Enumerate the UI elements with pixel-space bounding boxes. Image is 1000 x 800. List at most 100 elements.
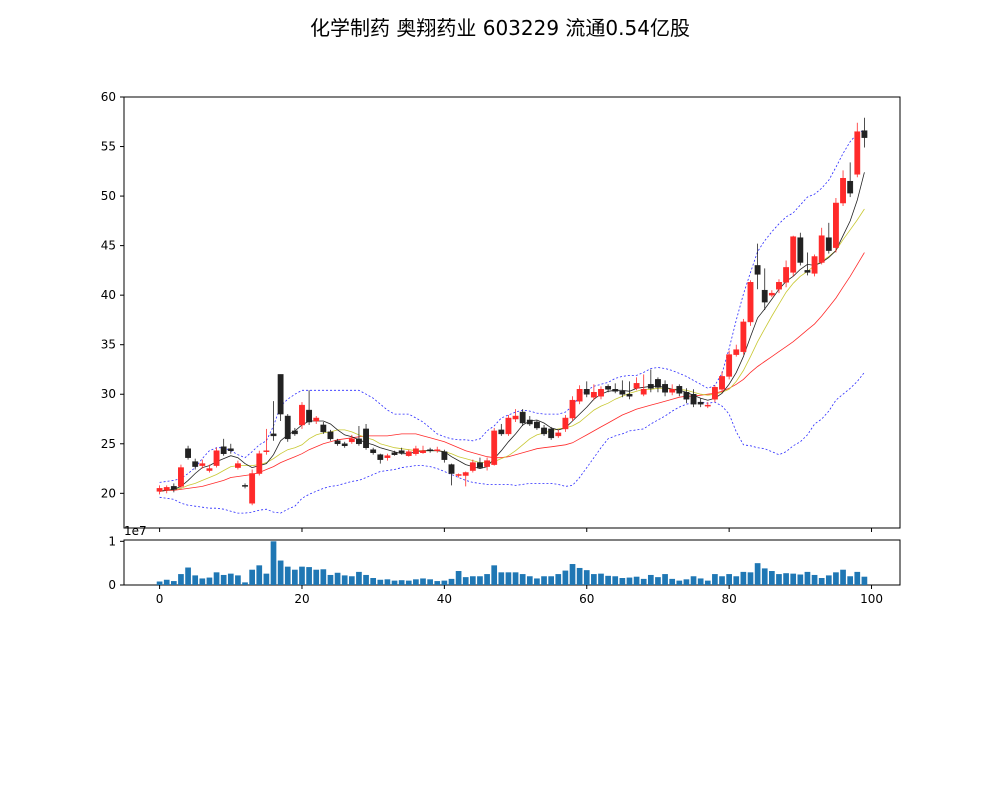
candle-body (306, 409, 313, 423)
volume-bar (313, 569, 320, 585)
volume-bar (434, 581, 441, 585)
volume-bar (469, 576, 476, 585)
volume-bar (555, 574, 562, 585)
candle-body (299, 404, 305, 426)
volume-bar (455, 571, 462, 585)
price-plot-frame (123, 96, 901, 529)
volume-bar (769, 571, 775, 585)
candle-body (441, 451, 448, 460)
candle-body (583, 389, 590, 395)
volume-bar (462, 577, 469, 585)
candle-body (356, 438, 362, 445)
candle-body (740, 321, 747, 352)
volume-bar (220, 574, 227, 585)
volume-x-tick-label: 100 (860, 592, 883, 606)
price-y-tick-label: 30 (101, 387, 116, 401)
volume-bar (655, 577, 661, 585)
volume-bar (683, 579, 690, 585)
volume-bar (484, 574, 490, 585)
volume-bar (477, 576, 483, 585)
volume-bar (213, 572, 220, 585)
candle-body (391, 452, 398, 455)
candle-body (477, 462, 483, 468)
volume-bar (647, 574, 654, 585)
candle-body (455, 474, 462, 476)
volume-bar (320, 569, 327, 585)
candle-body (348, 438, 355, 443)
volume-bar (783, 573, 789, 585)
volume-bar (754, 563, 761, 585)
candle-body (178, 467, 184, 487)
candle-body (833, 202, 839, 248)
candle-body (227, 448, 234, 451)
volume-bar (306, 567, 312, 585)
volume-bar (598, 573, 604, 585)
volume-bar (448, 578, 455, 585)
volume-bar (377, 579, 384, 585)
volume-bar (178, 574, 184, 585)
candle-body (263, 450, 270, 452)
candle-body (647, 384, 654, 389)
volume-bar (334, 572, 341, 585)
candle-body (541, 427, 547, 435)
volume-x-tick-label: 60 (579, 592, 594, 606)
volume-bar (348, 576, 355, 585)
volume-bar (626, 577, 633, 585)
price-y-tick-label: 50 (101, 189, 116, 203)
candle-body (512, 415, 519, 420)
candle-body (847, 180, 854, 194)
volume-bar (719, 576, 725, 585)
candle-body (519, 411, 526, 424)
candle-body (683, 392, 690, 400)
volume-bar (583, 570, 590, 585)
price-y-tick-label: 20 (101, 486, 116, 500)
candle-body (569, 399, 576, 419)
candle-body (192, 461, 199, 467)
candle-body (163, 487, 170, 491)
candle-body (598, 389, 604, 397)
volume-bar (790, 573, 797, 585)
volume-panel: 0 1 1e7 0 20 40 60 80 100 (108, 524, 901, 606)
candle-body (420, 450, 426, 453)
volume-bar (263, 573, 270, 585)
volume-bar (277, 560, 284, 585)
candle-body (776, 282, 782, 290)
candle-body (213, 450, 220, 466)
candle-body (320, 424, 327, 433)
volume-bar (854, 571, 861, 585)
volume-bar (512, 572, 519, 585)
volume-bar (292, 569, 298, 585)
candle-body (818, 235, 825, 263)
ma-fast-line (159, 172, 865, 492)
candle-body (249, 473, 256, 504)
volume-bar (356, 571, 362, 585)
candle-body (640, 389, 647, 395)
volume-bar (505, 572, 512, 585)
volume-bar (712, 574, 718, 585)
volume-bar (811, 574, 818, 585)
volume-bar (541, 576, 547, 585)
volume-bar (163, 579, 170, 585)
volume-bar (398, 580, 405, 585)
candle-body (491, 430, 498, 465)
candle-body (804, 270, 811, 273)
candle-body (704, 404, 711, 407)
candle-body (412, 448, 419, 454)
volume-bar (270, 541, 277, 585)
volume-bar (441, 580, 448, 585)
candle-body (291, 430, 298, 435)
volume-bar (662, 574, 668, 585)
candle-body (811, 256, 818, 274)
candle-body (313, 417, 320, 422)
price-y-tick-label: 45 (101, 239, 116, 253)
candle-body (861, 130, 868, 138)
candle-body (854, 131, 861, 175)
candle-body (612, 389, 619, 392)
candle-body (719, 376, 725, 390)
candle-body (533, 421, 540, 429)
candle-body (733, 349, 740, 355)
volume-bar (840, 569, 846, 585)
volume-bar (256, 565, 263, 585)
volume-bar (391, 580, 398, 585)
